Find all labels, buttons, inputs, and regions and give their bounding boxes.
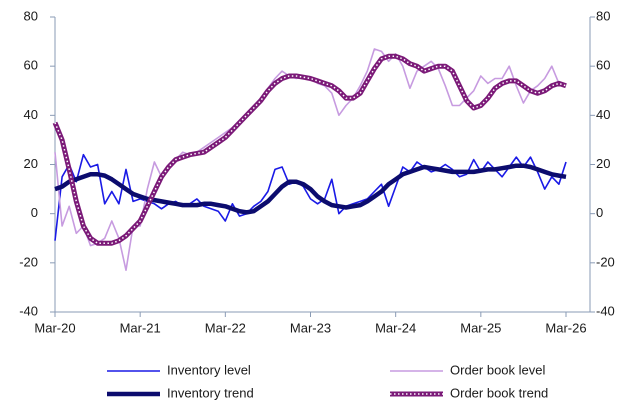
- legend-label: Inventory level: [167, 362, 251, 377]
- x-tick-label: Mar-25: [460, 320, 501, 335]
- y-tick-label: -40: [19, 303, 38, 318]
- x-tick-label: Mar-22: [205, 320, 246, 335]
- x-tick-label: Mar-26: [545, 320, 586, 335]
- x-tick-label: Mar-21: [120, 320, 161, 335]
- y-tick-label: 40: [24, 107, 38, 122]
- legend-label: Inventory trend: [167, 385, 254, 400]
- y2-tick-label: -40: [596, 303, 615, 318]
- series-line-dots: [54, 55, 567, 244]
- legend-label: Order book trend: [450, 385, 548, 400]
- y2-tick-label: 80: [596, 8, 610, 23]
- y-tick-label: 80: [24, 8, 38, 23]
- y2-tick-label: 0: [596, 205, 603, 220]
- legend-label: Order book level: [450, 362, 545, 377]
- y2-tick-label: 20: [596, 156, 610, 171]
- series-line: [54, 48, 567, 271]
- y-tick-label: 60: [24, 58, 38, 73]
- y-tick-label: -20: [19, 254, 38, 269]
- x-tick-label: Mar-23: [290, 320, 331, 335]
- series-line: [52, 53, 567, 246]
- y2-tick-label: -20: [596, 254, 615, 269]
- y2-tick-label: 40: [596, 107, 610, 122]
- x-tick-label: Mar-20: [34, 320, 75, 335]
- y-tick-label: 20: [24, 156, 38, 171]
- y2-tick-label: 60: [596, 58, 610, 73]
- y-tick-label: 0: [31, 205, 38, 220]
- x-tick-label: Mar-24: [375, 320, 416, 335]
- series-line: [54, 163, 567, 215]
